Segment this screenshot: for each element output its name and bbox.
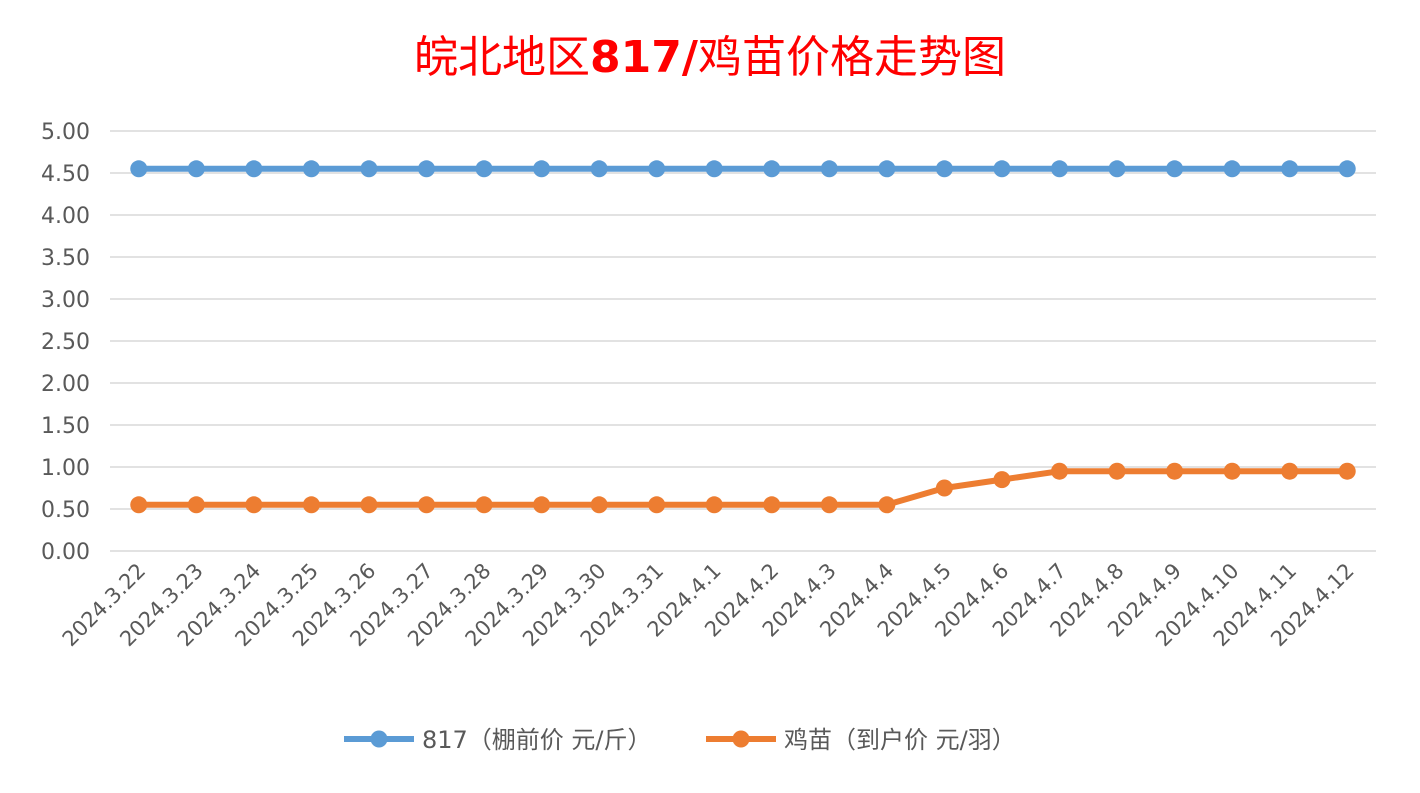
legend-marker bbox=[732, 730, 750, 748]
y-tick-label: 2.50 bbox=[41, 330, 90, 355]
data-point bbox=[878, 160, 896, 178]
data-point bbox=[820, 496, 838, 514]
data-point bbox=[705, 160, 723, 178]
chart-title: 皖北地区817/鸡苗价格走势图 bbox=[414, 32, 1006, 83]
data-point bbox=[187, 496, 205, 514]
y-tick-label: 3.00 bbox=[41, 288, 90, 313]
y-tick-label: 1.00 bbox=[41, 456, 90, 481]
legend-label: 817（棚前价 元/斤） bbox=[422, 726, 652, 754]
data-point bbox=[648, 496, 666, 514]
data-point bbox=[1051, 462, 1068, 480]
data-point bbox=[360, 496, 378, 514]
data-point bbox=[1338, 462, 1356, 480]
data-point bbox=[245, 496, 263, 514]
data-point bbox=[1281, 462, 1299, 480]
data-point bbox=[993, 471, 1011, 489]
data-point bbox=[705, 496, 723, 514]
data-point bbox=[935, 479, 953, 497]
data-point bbox=[1281, 160, 1299, 178]
y-tick-label: 3.50 bbox=[41, 246, 90, 271]
y-tick-label: 1.50 bbox=[41, 414, 90, 439]
data-point bbox=[590, 160, 608, 178]
data-point bbox=[475, 496, 493, 514]
y-tick-label: 0.00 bbox=[41, 540, 90, 565]
data-point bbox=[302, 496, 320, 514]
data-point bbox=[130, 160, 148, 178]
data-point bbox=[1338, 160, 1356, 178]
gridlines bbox=[110, 130, 1376, 552]
data-point bbox=[360, 160, 378, 178]
data-point bbox=[418, 160, 435, 178]
x-axis: 2024.3.222024.3.232024.3.242024.3.252024… bbox=[58, 559, 1359, 652]
series-1 bbox=[130, 160, 1356, 178]
data-point bbox=[418, 496, 435, 514]
y-tick-label: 0.50 bbox=[41, 498, 90, 523]
data-point bbox=[1051, 160, 1068, 178]
data-point bbox=[993, 160, 1011, 178]
y-tick-label: 2.00 bbox=[41, 372, 90, 397]
data-point bbox=[1108, 462, 1126, 480]
data-point bbox=[475, 160, 493, 178]
data-point bbox=[648, 160, 666, 178]
data-point bbox=[820, 160, 838, 178]
data-point bbox=[187, 160, 205, 178]
data-point bbox=[302, 160, 320, 178]
data-point bbox=[1166, 462, 1184, 480]
data-point bbox=[935, 160, 953, 178]
data-point bbox=[763, 160, 781, 178]
data-point bbox=[533, 496, 551, 514]
legend-item: 817（棚前价 元/斤） bbox=[344, 726, 652, 754]
data-point bbox=[1223, 462, 1241, 480]
y-tick-label: 5.00 bbox=[41, 120, 90, 145]
series-line bbox=[135, 468, 1351, 508]
data-point bbox=[1223, 160, 1241, 178]
series-2 bbox=[130, 462, 1356, 514]
legend-label: 鸡苗（到户价 元/羽） bbox=[784, 726, 1016, 754]
legend: 817（棚前价 元/斤） 鸡苗（到户价 元/羽） bbox=[344, 726, 1016, 754]
data-point bbox=[245, 160, 263, 178]
legend-marker bbox=[370, 730, 388, 748]
data-point bbox=[878, 496, 896, 514]
data-point bbox=[590, 496, 608, 514]
data-point bbox=[130, 496, 148, 514]
y-axis: 0.00 0.50 1.00 1.50 2.00 2.50 3.00 3.50 4.00 4.50… bbox=[41, 120, 90, 565]
data-point bbox=[1108, 160, 1126, 178]
data-point bbox=[763, 496, 781, 514]
y-tick-label: 4.00 bbox=[41, 204, 90, 229]
data-point bbox=[533, 160, 551, 178]
data-point bbox=[1166, 160, 1184, 178]
legend-item: 鸡苗（到户价 元/羽） bbox=[706, 726, 1016, 754]
series-layer bbox=[130, 160, 1356, 514]
y-tick-label: 4.50 bbox=[41, 162, 90, 187]
